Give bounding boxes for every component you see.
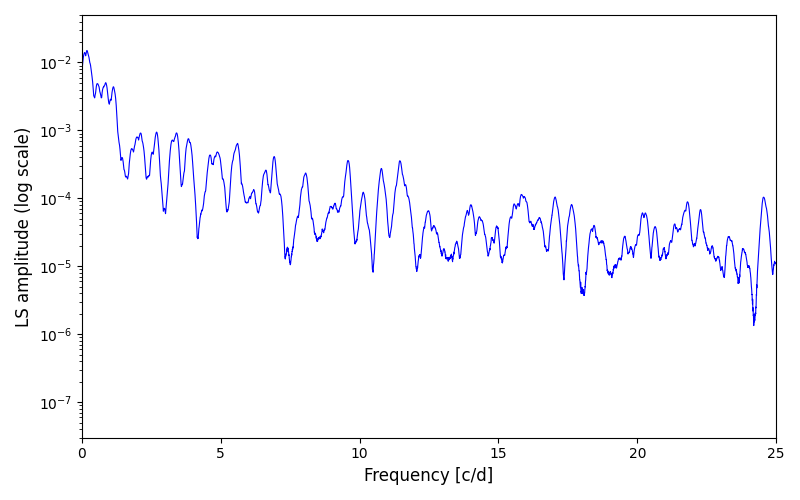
Y-axis label: LS amplitude (log scale): LS amplitude (log scale): [15, 126, 33, 326]
X-axis label: Frequency [c/d]: Frequency [c/d]: [364, 467, 494, 485]
